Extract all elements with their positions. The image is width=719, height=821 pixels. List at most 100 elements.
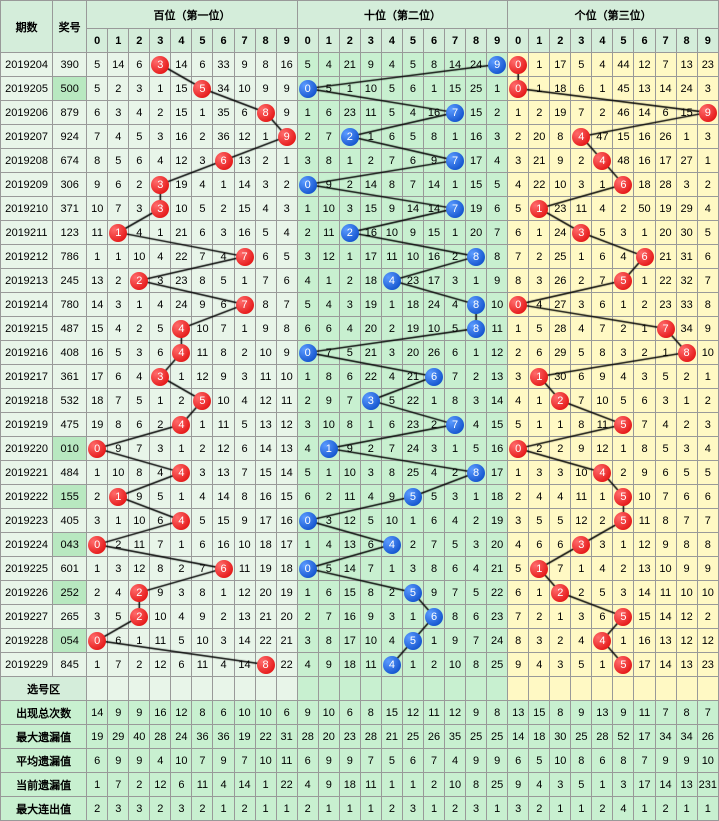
- stat-cell: 8: [676, 701, 697, 725]
- trend-cell: 2: [508, 125, 529, 149]
- select-cell[interactable]: [276, 677, 297, 701]
- select-cell[interactable]: [466, 677, 487, 701]
- stat-cell: 1: [213, 797, 234, 821]
- select-cell[interactable]: [571, 677, 592, 701]
- ball: 8: [467, 248, 485, 266]
- stat-cell: 13: [592, 701, 613, 725]
- trend-cell: 4: [297, 437, 318, 461]
- trend-cell: 8: [466, 293, 487, 317]
- trend-cell: 3: [550, 461, 571, 485]
- trend-cell: 3: [423, 437, 444, 461]
- digit-header: 4: [381, 29, 402, 53]
- stat-cell: 9: [297, 701, 318, 725]
- select-cell[interactable]: [508, 677, 529, 701]
- select-cell[interactable]: [360, 677, 381, 701]
- trend-cell: 4: [381, 533, 402, 557]
- trend-cell: 9: [276, 101, 297, 125]
- select-cell[interactable]: [487, 677, 508, 701]
- trend-cell: 6: [445, 557, 466, 581]
- trend-cell: 21: [402, 365, 423, 389]
- trend-cell: 20: [487, 533, 508, 557]
- trend-cell: 14: [339, 557, 360, 581]
- select-cell[interactable]: [655, 677, 676, 701]
- select-cell[interactable]: [550, 677, 571, 701]
- stat-cell: 7: [655, 701, 676, 725]
- trend-cell: 4: [592, 629, 613, 653]
- digit-header: 4: [171, 29, 192, 53]
- select-cell[interactable]: [697, 677, 718, 701]
- trend-cell: 2: [613, 461, 634, 485]
- trend-cell: 3: [487, 125, 508, 149]
- trend-cell: 4: [466, 557, 487, 581]
- digit-header: 1: [108, 29, 129, 53]
- trend-cell: 24: [466, 53, 487, 77]
- trend-cell: 5: [297, 53, 318, 77]
- trend-cell: 3: [276, 197, 297, 221]
- select-cell[interactable]: [339, 677, 360, 701]
- trend-cell: 22: [276, 653, 297, 677]
- select-cell[interactable]: [297, 677, 318, 701]
- trend-cell: 5: [613, 605, 634, 629]
- trend-cell: 2: [592, 101, 613, 125]
- select-cell[interactable]: [676, 677, 697, 701]
- trend-cell: 22: [255, 629, 276, 653]
- trend-cell: 2: [192, 125, 213, 149]
- trend-cell: 2: [613, 557, 634, 581]
- select-cell[interactable]: [171, 677, 192, 701]
- select-cell[interactable]: [129, 677, 150, 701]
- select-cell[interactable]: [381, 677, 402, 701]
- trend-cell: 6: [150, 509, 171, 533]
- trend-cell: 18: [634, 173, 655, 197]
- trend-cell: 16: [634, 629, 655, 653]
- trend-cell: 2: [466, 365, 487, 389]
- trend-cell: 5: [571, 53, 592, 77]
- select-cell[interactable]: [445, 677, 466, 701]
- select-cell[interactable]: [613, 677, 634, 701]
- trend-cell: 7: [445, 413, 466, 437]
- select-cell[interactable]: [634, 677, 655, 701]
- digit-header: 4: [592, 29, 613, 53]
- select-cell[interactable]: [192, 677, 213, 701]
- trend-cell: 8: [445, 605, 466, 629]
- trend-cell: 15: [466, 173, 487, 197]
- select-cell[interactable]: [423, 677, 444, 701]
- trend-cell: 1: [529, 557, 550, 581]
- trend-cell: 8: [466, 245, 487, 269]
- trend-cell: 7: [255, 269, 276, 293]
- ball: 9: [278, 128, 296, 146]
- ball: 3: [362, 392, 380, 410]
- stat-cell: 11: [360, 773, 381, 797]
- stat-cell: 9: [466, 749, 487, 773]
- select-cell[interactable]: [529, 677, 550, 701]
- period-cell: 2019225: [1, 557, 53, 581]
- trend-cell: 2: [529, 437, 550, 461]
- trend-cell: 8: [571, 413, 592, 437]
- select-cell[interactable]: [318, 677, 339, 701]
- trend-cell: 1: [466, 269, 487, 293]
- trend-cell: 3: [192, 149, 213, 173]
- ball: 0: [88, 536, 106, 554]
- trend-cell: 1: [508, 101, 529, 125]
- select-cell[interactable]: [402, 677, 423, 701]
- trend-cell: 7: [550, 557, 571, 581]
- ball: 1: [530, 368, 548, 386]
- select-cell[interactable]: [255, 677, 276, 701]
- select-cell[interactable]: [150, 677, 171, 701]
- trend-cell: 6: [192, 53, 213, 77]
- select-cell[interactable]: [234, 677, 255, 701]
- trend-cell: 3: [529, 269, 550, 293]
- select-cell[interactable]: [592, 677, 613, 701]
- trend-cell: 15: [487, 413, 508, 437]
- award-cell: 043: [53, 533, 87, 557]
- trend-cell: 5: [129, 125, 150, 149]
- trend-cell: 11: [129, 533, 150, 557]
- stat-cell: 10: [697, 749, 718, 773]
- select-cell[interactable]: [87, 677, 108, 701]
- select-cell[interactable]: [213, 677, 234, 701]
- trend-cell: 1: [297, 197, 318, 221]
- trend-cell: 8: [108, 413, 129, 437]
- select-cell[interactable]: [108, 677, 129, 701]
- ball: 0: [299, 344, 317, 362]
- trend-cell: 6: [508, 581, 529, 605]
- stat-cell: 6: [592, 749, 613, 773]
